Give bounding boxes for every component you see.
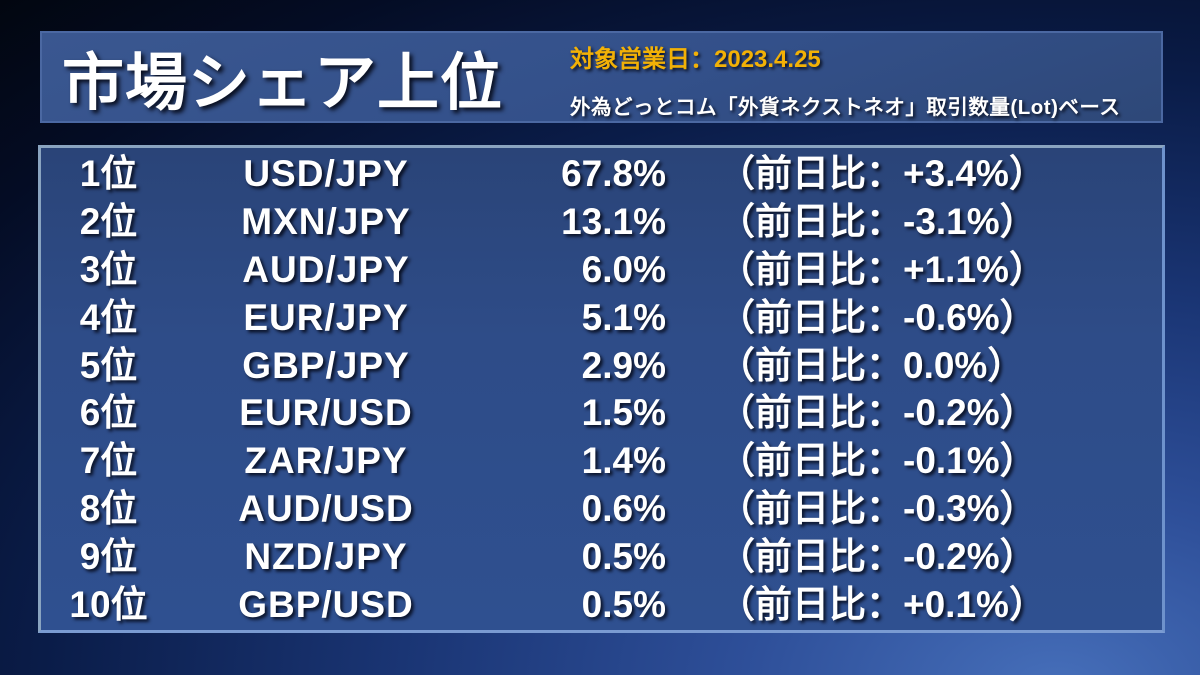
share-cell: 1.5%	[581, 392, 666, 434]
change-cell: （前日比：-0.1%）	[718, 440, 1037, 482]
change-cell: （前日比：+1.1%）	[718, 248, 1046, 290]
table-row: 8位 AUD/USD 0.6% （前日比：-0.3%）	[41, 485, 1162, 533]
table-row: 6位 EUR/USD 1.5% （前日比：-0.2%）	[41, 389, 1162, 437]
share-cell: 67.8%	[561, 153, 666, 195]
share-cell: 0.5%	[581, 535, 666, 577]
change-cell: （前日比：-0.3%）	[718, 487, 1037, 529]
change-cell: （前日比：-0.2%）	[718, 535, 1037, 577]
currency-pair-cell: GBP/USD	[238, 583, 414, 625]
currency-pair-cell: USD/JPY	[243, 153, 409, 195]
change-cell: （前日比：+3.4%）	[718, 153, 1046, 195]
share-cell: 2.9%	[581, 344, 666, 386]
change-cell: （前日比：0.0%）	[718, 344, 1025, 386]
table-row: 2位 MXN/JPY 13.1% （前日比：-3.1%）	[41, 198, 1162, 246]
change-cell: （前日比：-0.2%）	[718, 392, 1037, 434]
table-row: 4位 EUR/JPY 5.1% （前日比：-0.6%）	[41, 293, 1162, 341]
currency-pair-cell: EUR/JPY	[243, 296, 409, 338]
rank-cell: 10位	[69, 583, 148, 625]
table-row: 3位 AUD/JPY 6.0% （前日比：+1.1%）	[41, 246, 1162, 294]
data-source-label: 外為どっとコム「外貨ネクストネオ」取引数量(Lot)ベース	[570, 96, 1121, 119]
rank-cell: 7位	[79, 440, 138, 482]
rank-cell: 9位	[79, 535, 138, 577]
table-row: 10位 GBP/USD 0.5% （前日比：+0.1%）	[41, 580, 1162, 628]
rank-cell: 5位	[79, 344, 138, 386]
share-cell: 13.1%	[561, 201, 666, 243]
currency-pair-cell: GBP/JPY	[242, 344, 410, 386]
table-row: 5位 GBP/JPY 2.9% （前日比：0.0%）	[41, 341, 1162, 389]
share-cell: 6.0%	[581, 248, 666, 290]
change-cell: （前日比：-3.1%）	[718, 201, 1037, 243]
table-row: 1位 USD/JPY 67.8% （前日比：+3.4%）	[41, 150, 1162, 198]
rank-cell: 1位	[79, 153, 138, 195]
currency-pair-cell: ZAR/JPY	[244, 440, 408, 482]
table-row: 7位 ZAR/JPY 1.4% （前日比：-0.1%）	[41, 437, 1162, 485]
share-cell: 5.1%	[581, 296, 666, 338]
header-bar: 市場シェア上位 対象営業日：2023.4.25 外為どっとコム「外貨ネクストネオ…	[40, 31, 1163, 123]
page-title: 市場シェア上位	[62, 49, 504, 118]
share-cell: 0.5%	[581, 583, 666, 625]
currency-pair-cell: NZD/JPY	[244, 535, 408, 577]
header-meta: 対象営業日：2023.4.25 外為どっとコム「外貨ネクストネオ」取引数量(Lo…	[570, 39, 1120, 120]
share-cell: 1.4%	[581, 440, 666, 482]
rank-cell: 4位	[79, 296, 138, 338]
rank-cell: 3位	[79, 248, 138, 290]
currency-pair-cell: AUD/JPY	[242, 248, 410, 290]
currency-pair-cell: AUD/USD	[238, 487, 414, 529]
target-date-label: 対象営業日：2023.4.25	[570, 46, 821, 73]
market-share-table: 1位 USD/JPY 67.8% （前日比：+3.4%） 2位 MXN/JPY …	[38, 145, 1165, 633]
rank-cell: 6位	[79, 392, 138, 434]
currency-pair-cell: MXN/JPY	[241, 201, 411, 243]
currency-pair-cell: EUR/USD	[239, 392, 413, 434]
share-cell: 0.6%	[581, 487, 666, 529]
table-row: 9位 NZD/JPY 0.5% （前日比：-0.2%）	[41, 532, 1162, 580]
rank-cell: 2位	[79, 201, 138, 243]
rank-cell: 8位	[79, 487, 138, 529]
change-cell: （前日比：+0.1%）	[718, 583, 1046, 625]
change-cell: （前日比：-0.6%）	[718, 296, 1037, 338]
